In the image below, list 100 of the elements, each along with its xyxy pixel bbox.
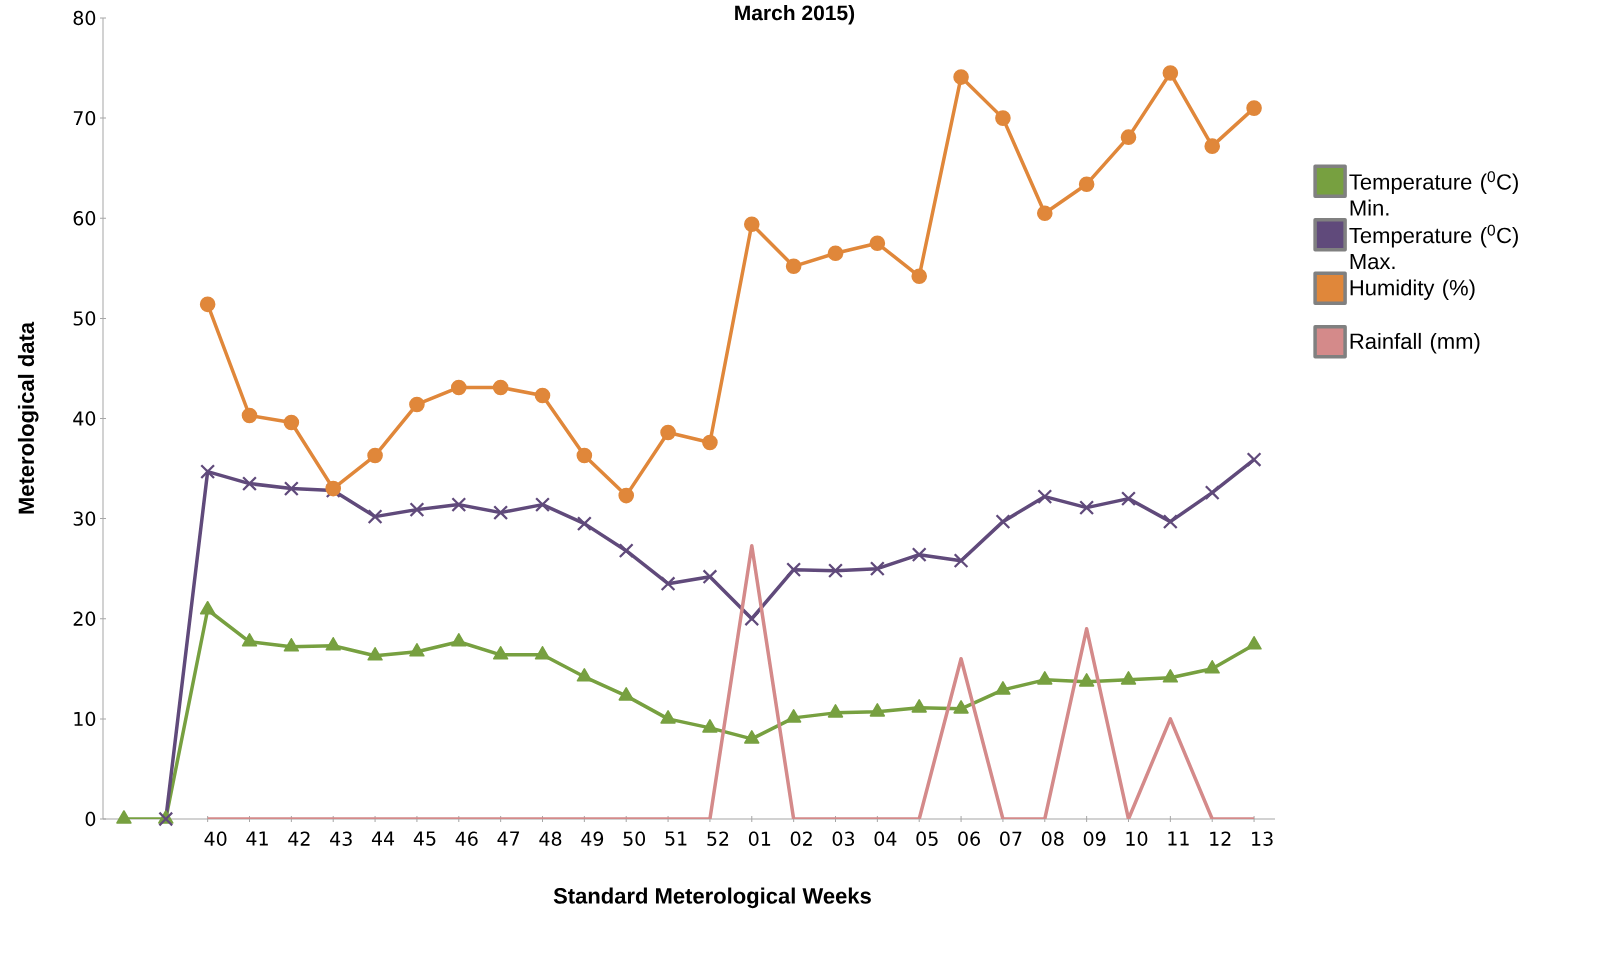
- point: [995, 681, 1011, 695]
- point: [702, 434, 718, 451]
- point: [534, 645, 551, 660]
- y-tick-label: 0: [85, 811, 96, 827]
- point: [953, 553, 969, 568]
- point: [744, 730, 760, 744]
- x-tick-label: 04: [874, 831, 897, 846]
- point: [534, 387, 551, 404]
- point: [1204, 660, 1220, 674]
- point: [869, 703, 886, 717]
- chart-title: March 2015): [735, 4, 855, 25]
- point: [1036, 205, 1053, 222]
- point: [869, 235, 886, 252]
- x-tick-label: 50: [623, 831, 646, 846]
- legend-label: Rainfall (mm): [1350, 332, 1480, 354]
- point: [1037, 489, 1052, 504]
- point: [1246, 452, 1262, 467]
- x-tick-label: 07: [1000, 831, 1022, 846]
- point: [618, 487, 635, 504]
- point: [116, 810, 132, 824]
- x-tick-label: 08: [1041, 831, 1064, 846]
- point: [702, 719, 718, 733]
- point: [492, 379, 509, 396]
- point: [827, 704, 844, 718]
- point: [1121, 491, 1136, 506]
- point: [1078, 673, 1095, 687]
- x-tick-label: 48: [539, 831, 562, 846]
- point: [702, 569, 718, 584]
- point: [953, 69, 969, 85]
- point: [953, 700, 969, 714]
- point: [576, 668, 593, 682]
- y-tick-label: 80: [73, 10, 96, 26]
- point: [409, 642, 425, 657]
- point: [1163, 514, 1178, 529]
- point: [576, 447, 593, 464]
- x-axis-title: Standard Meterological Weeks: [553, 887, 871, 909]
- point: [199, 600, 216, 615]
- point: [1037, 671, 1053, 685]
- point: [409, 396, 425, 413]
- x-tick-label: 02: [790, 831, 812, 846]
- text: Temperature ($^{0}$C) Max.: [1349, 224, 1518, 270]
- point: [325, 636, 341, 651]
- x-tick-label: 43: [330, 831, 352, 846]
- x-tick-label: 42: [288, 831, 310, 846]
- x-tick-label: 49: [581, 831, 604, 846]
- point: [660, 576, 676, 591]
- point: [451, 632, 467, 647]
- point: [995, 110, 1011, 126]
- point: [241, 632, 258, 647]
- point: [1078, 176, 1095, 193]
- x-tick-label: 47: [497, 831, 520, 846]
- point: [619, 543, 634, 558]
- point: [1205, 485, 1220, 500]
- point: [911, 699, 927, 713]
- point: [367, 509, 383, 524]
- x-tick-label: 10: [1126, 831, 1148, 846]
- x-tick-label: 45: [413, 831, 436, 846]
- point: [1162, 65, 1179, 81]
- point: [200, 464, 215, 479]
- point: [535, 497, 550, 512]
- x-tick-label: 13: [1252, 831, 1273, 846]
- point: [492, 645, 509, 660]
- point: [577, 516, 592, 531]
- text: Temperature ($^{0}$C) Min.: [1349, 171, 1518, 216]
- point: [451, 497, 466, 512]
- point: [1079, 500, 1094, 515]
- point: [785, 258, 802, 275]
- point: [283, 637, 300, 652]
- point: [744, 611, 759, 626]
- point: [367, 647, 383, 661]
- point: [870, 561, 885, 576]
- point: [743, 216, 760, 233]
- x-tick-label: 06: [958, 831, 980, 846]
- point: [367, 447, 383, 464]
- point: [911, 268, 928, 285]
- x-tick-label: 03: [832, 831, 855, 846]
- point: [409, 502, 425, 517]
- point: [1120, 671, 1137, 685]
- point: [618, 687, 634, 701]
- x-tick-label: 44: [371, 831, 395, 846]
- x-tick-label: 46: [455, 831, 478, 846]
- point: [1120, 129, 1137, 145]
- point: [828, 563, 843, 578]
- y-tick-label: 10: [74, 711, 96, 727]
- x-tick-label: 12: [1210, 831, 1231, 846]
- y-axis-title: Meterological data: [17, 321, 39, 514]
- y-tick-label: 60: [73, 211, 96, 226]
- point: [242, 476, 257, 491]
- point: [786, 562, 801, 577]
- x-tick-label: 09: [1083, 831, 1106, 846]
- point: [912, 547, 927, 562]
- y-tick-label: 40: [73, 411, 96, 426]
- point: [241, 407, 258, 424]
- point: [1246, 100, 1262, 116]
- point: [827, 245, 844, 262]
- x-tick-label: 41: [246, 831, 268, 846]
- point: [1246, 635, 1262, 650]
- point: [660, 710, 676, 724]
- point: [1162, 669, 1179, 683]
- y-tick-label: 70: [73, 110, 96, 126]
